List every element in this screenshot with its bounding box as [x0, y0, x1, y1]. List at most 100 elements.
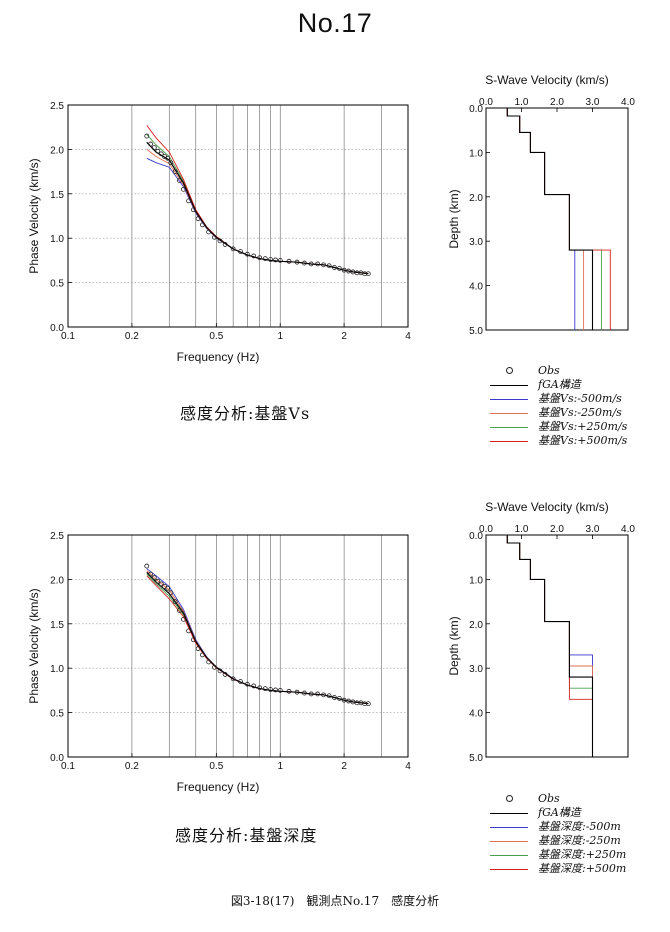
- y-tick-label: 1.0: [469, 148, 483, 159]
- legend-swatch-m500: [490, 399, 528, 400]
- obs-point: [315, 691, 320, 697]
- obs-point: [332, 265, 337, 270]
- obs-point: [195, 216, 201, 222]
- obs-point: [191, 207, 196, 213]
- y-tick-label: 2.5: [50, 101, 64, 112]
- x-tick-label: 4: [405, 761, 411, 772]
- x-tick-label: 0.1: [61, 331, 75, 342]
- legend-marker-obs: [506, 795, 513, 802]
- obs-point: [277, 687, 283, 693]
- y-axis-label: Depth (km): [447, 616, 461, 675]
- obs-point: [273, 687, 278, 693]
- series-line-m500: [146, 568, 369, 705]
- x-tick-label: 0.0: [479, 524, 493, 535]
- profile-title: S-Wave Velocity (km/s): [485, 500, 609, 514]
- x-tick-label: 4.0: [621, 97, 635, 108]
- series-line-p250: [146, 134, 369, 275]
- y-tick-label: 5.0: [469, 753, 483, 764]
- profile-line-m500: [506, 535, 593, 757]
- obs-point: [336, 265, 342, 271]
- plot-frame: [67, 104, 409, 328]
- profile-line-m250: [506, 108, 585, 330]
- x-tick-label: 0.2: [125, 331, 139, 342]
- obs-point: [302, 260, 307, 266]
- profile-line-p500: [506, 535, 593, 757]
- x-tick-label: 1.0: [515, 524, 529, 535]
- legend-label: Obs: [538, 792, 560, 805]
- x-tick-label: 2: [341, 761, 347, 772]
- y-tick-label: 0.5: [50, 279, 64, 290]
- y-tick-label: 4.0: [469, 282, 483, 293]
- obs-point: [144, 563, 150, 569]
- legend-label: 基盤Vs:-500m/s: [538, 392, 622, 405]
- obs-point: [172, 599, 178, 604]
- y-tick-label: 2.0: [469, 193, 483, 204]
- dispersion-chart-top: 0.1 0.2 0.5 1 2 4 0.0 0.5 1.0 1.5 2.0 2.5 Frequency …: [27, 101, 411, 364]
- x-tick-label: 2.0: [550, 524, 564, 535]
- caption-top: 感度分析:基盤Vs: [180, 404, 311, 423]
- legend-label: fGA構造: [538, 806, 581, 819]
- obs-point: [341, 697, 347, 703]
- y-tick-label: 1.5: [50, 620, 64, 631]
- legend-swatch-m250: [490, 841, 528, 842]
- x-tick-label: 0.0: [479, 97, 493, 108]
- obs-point: [326, 263, 332, 269]
- figure-caption: 図3-18(17) 観測点No.17 感度分析: [230, 894, 440, 908]
- legend-label: 基盤深度:-500m: [538, 820, 621, 833]
- obs-point: [346, 698, 352, 704]
- obs-point: [238, 249, 243, 254]
- series-line-p500: [146, 575, 369, 705]
- legend-label: 基盤Vs:+250m/s: [538, 420, 628, 433]
- obs-point: [181, 186, 186, 192]
- profile-line-fga: [506, 535, 594, 757]
- legend-swatch-m500: [490, 827, 528, 828]
- legend-label: Obs: [538, 364, 560, 377]
- obs-point: [168, 160, 174, 166]
- obs-point: [158, 581, 164, 587]
- y-axis-label: Phase Velocity (km/s): [27, 588, 41, 703]
- obs-point: [191, 637, 196, 643]
- legend-swatch-p250: [490, 427, 528, 428]
- obs-point: [365, 271, 371, 277]
- plot-frame: [67, 534, 409, 758]
- obs-point: [151, 145, 157, 151]
- obs-point: [308, 691, 314, 697]
- dispersion-chart-bottom: 0.1 0.2 0.5 1 2 4 0.0 0.5 1.0 1.5 2.0 2.5 Frequency …: [27, 531, 411, 794]
- x-tick-label: 1.0: [515, 97, 529, 108]
- x-tick-label: 0.5: [209, 331, 223, 342]
- y-tick-label: 5.0: [469, 326, 483, 337]
- y-axis-label: Phase Velocity (km/s): [27, 158, 41, 273]
- obs-point: [341, 267, 347, 273]
- x-tick-label: 2: [341, 331, 347, 342]
- obs-point: [262, 256, 268, 262]
- x-tick-label: 1: [277, 761, 283, 772]
- y-tick-label: 1.0: [469, 575, 483, 586]
- obs-point: [346, 268, 352, 274]
- obs-point: [195, 646, 201, 652]
- series-line-fga: [146, 571, 369, 705]
- x-tick-label: 4: [405, 331, 411, 342]
- obs-point: [308, 261, 314, 267]
- series-line-m250: [146, 149, 369, 275]
- legend-label: 基盤深度:+500m: [538, 862, 627, 875]
- legend-swatch-m250: [490, 413, 528, 414]
- obs-point: [257, 685, 263, 691]
- obs-point: [332, 695, 337, 700]
- profile-line-p250: [506, 535, 593, 757]
- obs-point: [251, 683, 257, 689]
- velocity-profile-bottom: S-Wave Velocity (km/s) 0.0 1.0 2.0 3.0 4.0 0.0…: [447, 500, 635, 764]
- x-tick-label: 4.0: [621, 524, 635, 535]
- y-tick-label: 0.0: [469, 531, 483, 542]
- obs-point: [206, 229, 212, 235]
- series-line-p500: [146, 125, 369, 275]
- obs-point: [165, 155, 171, 161]
- y-tick-label: 2.0: [50, 575, 64, 586]
- obs-point: [262, 686, 268, 692]
- obs-point: [200, 652, 205, 658]
- obs-point: [244, 681, 250, 687]
- obs-point: [238, 679, 243, 684]
- y-tick-label: 1.0: [50, 664, 64, 675]
- velocity-profile-top: S-Wave Velocity (km/s) 0.0 1.0 2.0 3.0 4.0 0.0…: [447, 73, 635, 337]
- y-axis-label: Depth (km): [447, 189, 461, 248]
- x-tick-label: 0.1: [61, 761, 75, 772]
